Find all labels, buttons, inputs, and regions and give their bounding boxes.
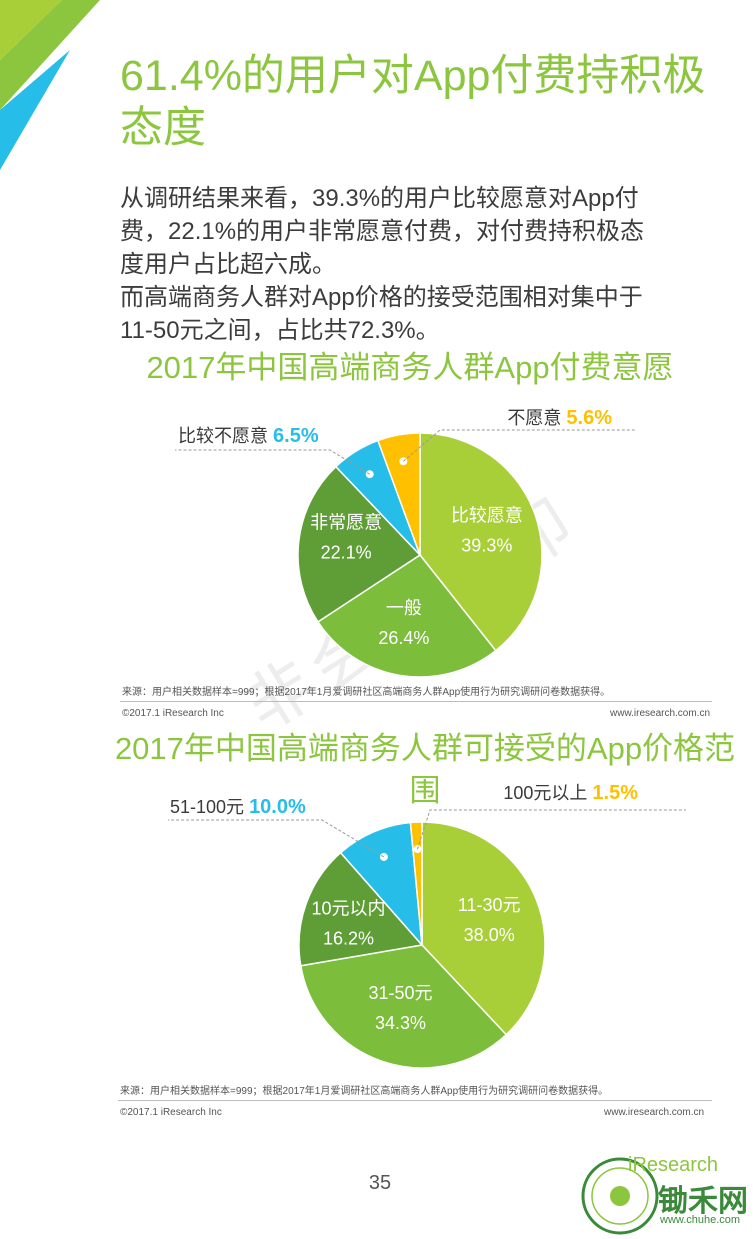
chart2-title: 2017年中国高端商务人群可接受的App价格范围 — [114, 731, 736, 808]
intro-line: 11-50元之间，占比共72.3%。 — [120, 317, 440, 344]
logo-brand: iResearch — [628, 1154, 719, 1176]
pie-slice-0 — [421, 821, 546, 1036]
slice-label-2: 10元以内 — [311, 899, 385, 919]
logo-url: www.chuhe.com — [660, 1214, 741, 1226]
slice-value-0: 39.3% — [461, 536, 512, 556]
callout-dot-4 — [399, 457, 408, 466]
slice-value-1: 34.3% — [375, 1013, 426, 1033]
chuhe-seal-icon — [581, 1157, 659, 1235]
slice-value-1: 26.4% — [378, 628, 429, 648]
slice-value-0: 38.0% — [464, 925, 515, 945]
pie-slice-4 — [376, 432, 421, 556]
corner-decoration — [0, 0, 100, 170]
site-logo: iResearch 锄禾网 www.chuhe.com — [576, 1148, 756, 1238]
intro-paragraph: 从调研结果来看，39.3%的用户比较愿意对App付 费，22.1%的用户非常愿意… — [120, 182, 720, 347]
pie-slice-2 — [297, 465, 422, 623]
chart1-pie: 比较愿意 39.3% 一般 26.4% 非常愿意 22.1% 比较不愿意 6.5% 不愿意 5… — [175, 407, 636, 678]
slice-label-2: 非常愿意 — [310, 513, 382, 533]
callout-text-3: 51-100元 10.0% — [170, 796, 306, 818]
intro-line: 从调研结果来看，39.3%的用户比较愿意对App付 — [120, 185, 639, 212]
callout-text-4: 100元以上 1.5% — [503, 782, 638, 804]
chart2-source: 来源：用户相关数据样本=999；根据2017年1月爱调研社区高端商务人群App使… — [120, 1086, 609, 1097]
slice-value-2: 22.1% — [321, 543, 372, 563]
callout-line-4 — [417, 809, 686, 850]
chart2-divider — [118, 1100, 712, 1101]
callout-line-3 — [175, 449, 370, 475]
pie-slice-0 — [419, 432, 543, 652]
slice-label-0: 11-30元 — [458, 895, 521, 915]
chart2-pie: 11-30元 38.0% 31-50元 34.3% 10元以内 16.2% 51-100元 … — [168, 782, 686, 1069]
slice-value-2: 16.2% — [323, 929, 374, 949]
callout-text-4: 不愿意 5.6% — [507, 407, 612, 429]
pie-slice-1 — [316, 553, 497, 678]
page-number: 35 — [368, 1172, 392, 1194]
slice-label-0: 比较愿意 — [451, 506, 523, 526]
chart1-website: www.iresearch.com.cn — [610, 708, 711, 719]
callout-line-4 — [403, 429, 636, 462]
pie-slice-2 — [298, 851, 424, 967]
chart2-copyright: ©2017.1 iResearch Inc — [120, 1107, 222, 1118]
logo-site: 锄禾网 — [658, 1185, 748, 1218]
intro-line: 度用户占比超六成。 — [120, 251, 336, 278]
chart1-divider — [120, 701, 712, 702]
chart1-copyright: ©2017.1 iResearch Inc — [122, 708, 224, 719]
intro-line: 而高端商务人群对App价格的接受范围相对集中于 — [120, 284, 643, 311]
page-title: 61.4%的用户对App付费持积极态度 — [120, 52, 706, 152]
chart1-source: 来源：用户相关数据样本=999；根据2017年1月爱调研社区高端商务人群App使… — [122, 687, 611, 698]
intro-line: 费，22.1%的用户非常愿意付费，对付费持积极态 — [120, 218, 645, 245]
chart2-website: www.iresearch.com.cn — [604, 1107, 705, 1118]
callout-text-3: 比较不愿意 6.5% — [178, 425, 319, 447]
pie-slice-1 — [299, 944, 508, 1069]
slice-label-1: 31-50元 — [368, 983, 432, 1003]
chart1-title: 2017年中国高端商务人群App付费意愿 — [146, 350, 674, 385]
pie-slice-3 — [339, 821, 423, 948]
slice-label-1: 一般 — [386, 598, 422, 618]
callout-line-3 — [168, 819, 385, 858]
